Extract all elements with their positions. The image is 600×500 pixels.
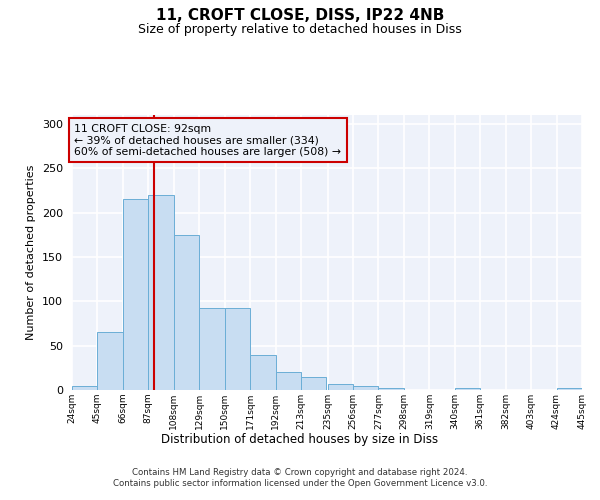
Bar (353, 386, 379, 390)
Bar (224, 308, 250, 390)
Text: 11, CROFT CLOSE, DISS, IP22 4NB: 11, CROFT CLOSE, DISS, IP22 4NB (156, 8, 444, 22)
Bar (250, 354, 275, 390)
Text: Size of property relative to detached houses in Diss: Size of property relative to detached ho… (138, 22, 462, 36)
Bar (199, 308, 224, 390)
Bar (328, 384, 353, 390)
Bar (174, 235, 199, 390)
Bar (123, 200, 148, 390)
Text: Contains HM Land Registry data © Crown copyright and database right 2024.
Contai: Contains HM Land Registry data © Crown c… (113, 468, 487, 487)
Text: 11 CROFT CLOSE: 92sqm
← 39% of detached houses are smaller (334)
60% of semi-det: 11 CROFT CLOSE: 92sqm ← 39% of detached … (74, 124, 341, 157)
Y-axis label: Number of detached properties: Number of detached properties (26, 165, 36, 340)
Bar (97, 332, 123, 390)
Bar (275, 372, 301, 390)
Bar (148, 195, 174, 390)
Bar (557, 388, 582, 390)
Bar (301, 376, 326, 390)
Bar (455, 388, 480, 390)
Bar (379, 388, 404, 390)
Bar (72, 386, 97, 390)
Text: Distribution of detached houses by size in Diss: Distribution of detached houses by size … (161, 432, 439, 446)
